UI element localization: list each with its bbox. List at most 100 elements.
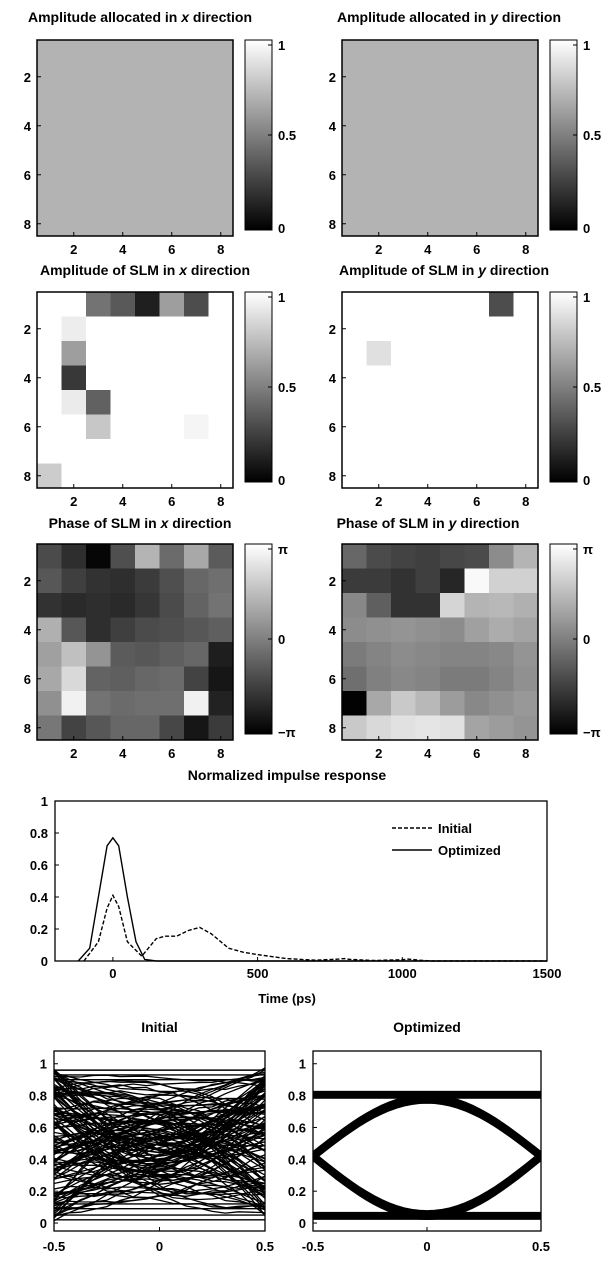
heatmap-cell bbox=[110, 316, 136, 342]
colorbar-tick-label: π bbox=[278, 542, 288, 557]
heatmap-cell bbox=[208, 316, 234, 342]
heatmap-cell bbox=[464, 617, 490, 643]
heatmap-title-part: direction bbox=[486, 262, 549, 278]
heatmap-cell bbox=[342, 666, 367, 692]
heatmap-cell bbox=[184, 463, 209, 489]
heatmap-title: Amplitude of SLM in x direction bbox=[40, 262, 250, 278]
heatmap-cell bbox=[61, 593, 87, 618]
heatmap-cell bbox=[61, 89, 87, 114]
x-tick-label: 8 bbox=[522, 746, 529, 761]
heatmap-cell bbox=[61, 316, 87, 342]
eye-upper-trace bbox=[312, 1101, 542, 1161]
heatmap-cell bbox=[464, 64, 490, 90]
y-tick-label: 8 bbox=[24, 469, 31, 484]
heatmap-cell bbox=[159, 292, 185, 317]
heatmap-cell bbox=[513, 113, 539, 139]
x-tick-label: 8 bbox=[522, 242, 529, 257]
colorbar-tick-label: −π bbox=[583, 725, 601, 740]
heatmap-cell bbox=[366, 568, 392, 594]
heatmap-cell bbox=[489, 544, 514, 569]
heatmap-cell bbox=[366, 593, 392, 618]
heatmap-cell bbox=[184, 715, 209, 741]
heatmap-cell bbox=[342, 593, 367, 618]
heatmap-cell bbox=[415, 138, 441, 163]
heatmap-cell bbox=[366, 439, 392, 464]
colorbar-tick-label: 0 bbox=[278, 221, 285, 236]
heatmap-cell bbox=[37, 64, 62, 90]
heatmap-cell bbox=[37, 691, 62, 716]
heatmap-cell bbox=[513, 642, 539, 667]
colorbar-tick-label: 1 bbox=[583, 38, 590, 53]
eye-trace bbox=[54, 1116, 265, 1181]
heatmap-cell bbox=[184, 64, 209, 90]
impulse-title: Normalized impulse response bbox=[188, 767, 387, 783]
heatmap-cell bbox=[489, 593, 514, 618]
eye-lower-trace bbox=[312, 1151, 542, 1213]
heatmap-cell bbox=[391, 138, 416, 163]
heatmap-cell bbox=[464, 568, 490, 594]
heatmap-cell bbox=[415, 365, 441, 391]
eye-upper-trace bbox=[312, 1093, 542, 1154]
heatmap-cell bbox=[366, 64, 392, 90]
heatmap-cell bbox=[86, 64, 111, 90]
eye-trace bbox=[54, 1123, 265, 1152]
y-tick-label: 8 bbox=[24, 217, 31, 232]
heatmap-title-part: Phase of SLM in bbox=[49, 515, 161, 531]
x-tick-label: 4 bbox=[424, 746, 432, 761]
heatmap-cell bbox=[464, 642, 490, 667]
heatmap-cell bbox=[366, 40, 392, 65]
x-tick-label: 6 bbox=[473, 242, 480, 257]
heatmap-cell bbox=[135, 414, 160, 440]
colorbar-tick-label: 0 bbox=[583, 473, 590, 488]
heatmap-title-part: direction bbox=[187, 262, 250, 278]
heatmap-cell bbox=[464, 544, 490, 569]
heatmap-cell bbox=[513, 691, 539, 716]
eye-trace bbox=[54, 1133, 265, 1198]
heatmap-cell bbox=[342, 113, 367, 139]
heatmap-cell bbox=[440, 64, 465, 90]
heatmap-cell bbox=[415, 439, 441, 464]
heatmap-cell bbox=[184, 316, 209, 342]
heatmap-cell bbox=[86, 162, 111, 188]
heatmap-cell bbox=[440, 138, 465, 163]
y-tick-label: 8 bbox=[329, 217, 336, 232]
heatmap-panel-3: Amplitude of SLM in y direction 2 4 6 8 2 4 6 8 1… bbox=[329, 262, 601, 509]
heatmap-cell bbox=[86, 666, 111, 692]
heatmap-cell bbox=[110, 341, 136, 366]
heatmap-cell bbox=[61, 40, 87, 65]
heatmap-cell bbox=[489, 341, 514, 366]
heatmap-cell bbox=[61, 666, 87, 692]
heatmap-cell bbox=[61, 292, 87, 317]
heatmap-cell bbox=[110, 439, 136, 464]
heatmap-title-part: Amplitude of SLM in bbox=[339, 262, 478, 278]
heatmap-cell bbox=[342, 316, 367, 342]
y-tick-label: 8 bbox=[329, 469, 336, 484]
y-tick-label: 4 bbox=[24, 371, 32, 386]
heatmap-title-part: Phase of SLM in bbox=[337, 515, 449, 531]
y-tick-label: 6 bbox=[24, 420, 31, 435]
heatmap-cell bbox=[415, 642, 441, 667]
heatmap-cell bbox=[440, 162, 465, 188]
eye-trace bbox=[54, 1086, 265, 1141]
heatmap-cell bbox=[489, 617, 514, 643]
heatmap-cell bbox=[391, 568, 416, 594]
heatmap-cell bbox=[513, 617, 539, 643]
heatmap-cell bbox=[391, 162, 416, 188]
eye-trace bbox=[54, 1157, 265, 1196]
heatmap-cell bbox=[464, 187, 490, 212]
heatmap-cell bbox=[391, 617, 416, 643]
heatmap-cell bbox=[342, 292, 367, 317]
heatmap-cell bbox=[61, 187, 87, 212]
heatmap-cell bbox=[366, 617, 392, 643]
y-tick-label: 1 bbox=[40, 1057, 47, 1072]
heatmap-cell bbox=[208, 390, 234, 415]
heatmap-cell bbox=[184, 691, 209, 716]
y-tick-label: 0 bbox=[40, 1216, 47, 1231]
heatmap-cell bbox=[110, 414, 136, 440]
heatmap-cell bbox=[184, 617, 209, 643]
heatmap-cell bbox=[86, 414, 111, 440]
heatmap-cell bbox=[464, 439, 490, 464]
heatmap-cell bbox=[135, 40, 160, 65]
heatmap-title-part: direction bbox=[189, 9, 252, 25]
eye-trace bbox=[54, 1090, 265, 1113]
